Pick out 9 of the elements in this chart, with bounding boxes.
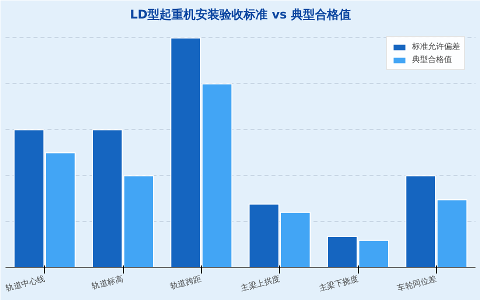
chart-title: LD型起重机安装验收标准 vs 典型合格值	[130, 8, 351, 22]
legend-label: 标准允许偏差	[412, 41, 460, 52]
legend-label: 典型合格值	[412, 54, 452, 65]
x-tick-label: 轨道中心线	[4, 274, 46, 293]
x-tick-label: 轨道标高	[90, 274, 124, 291]
x-tick-label: 主梁上拱度	[240, 274, 281, 293]
x-tick-label: 车轮同位差	[396, 274, 438, 293]
x-tick-label: 轨道跨距	[169, 274, 202, 291]
x-tick-label: 主梁下挠度	[318, 274, 360, 293]
